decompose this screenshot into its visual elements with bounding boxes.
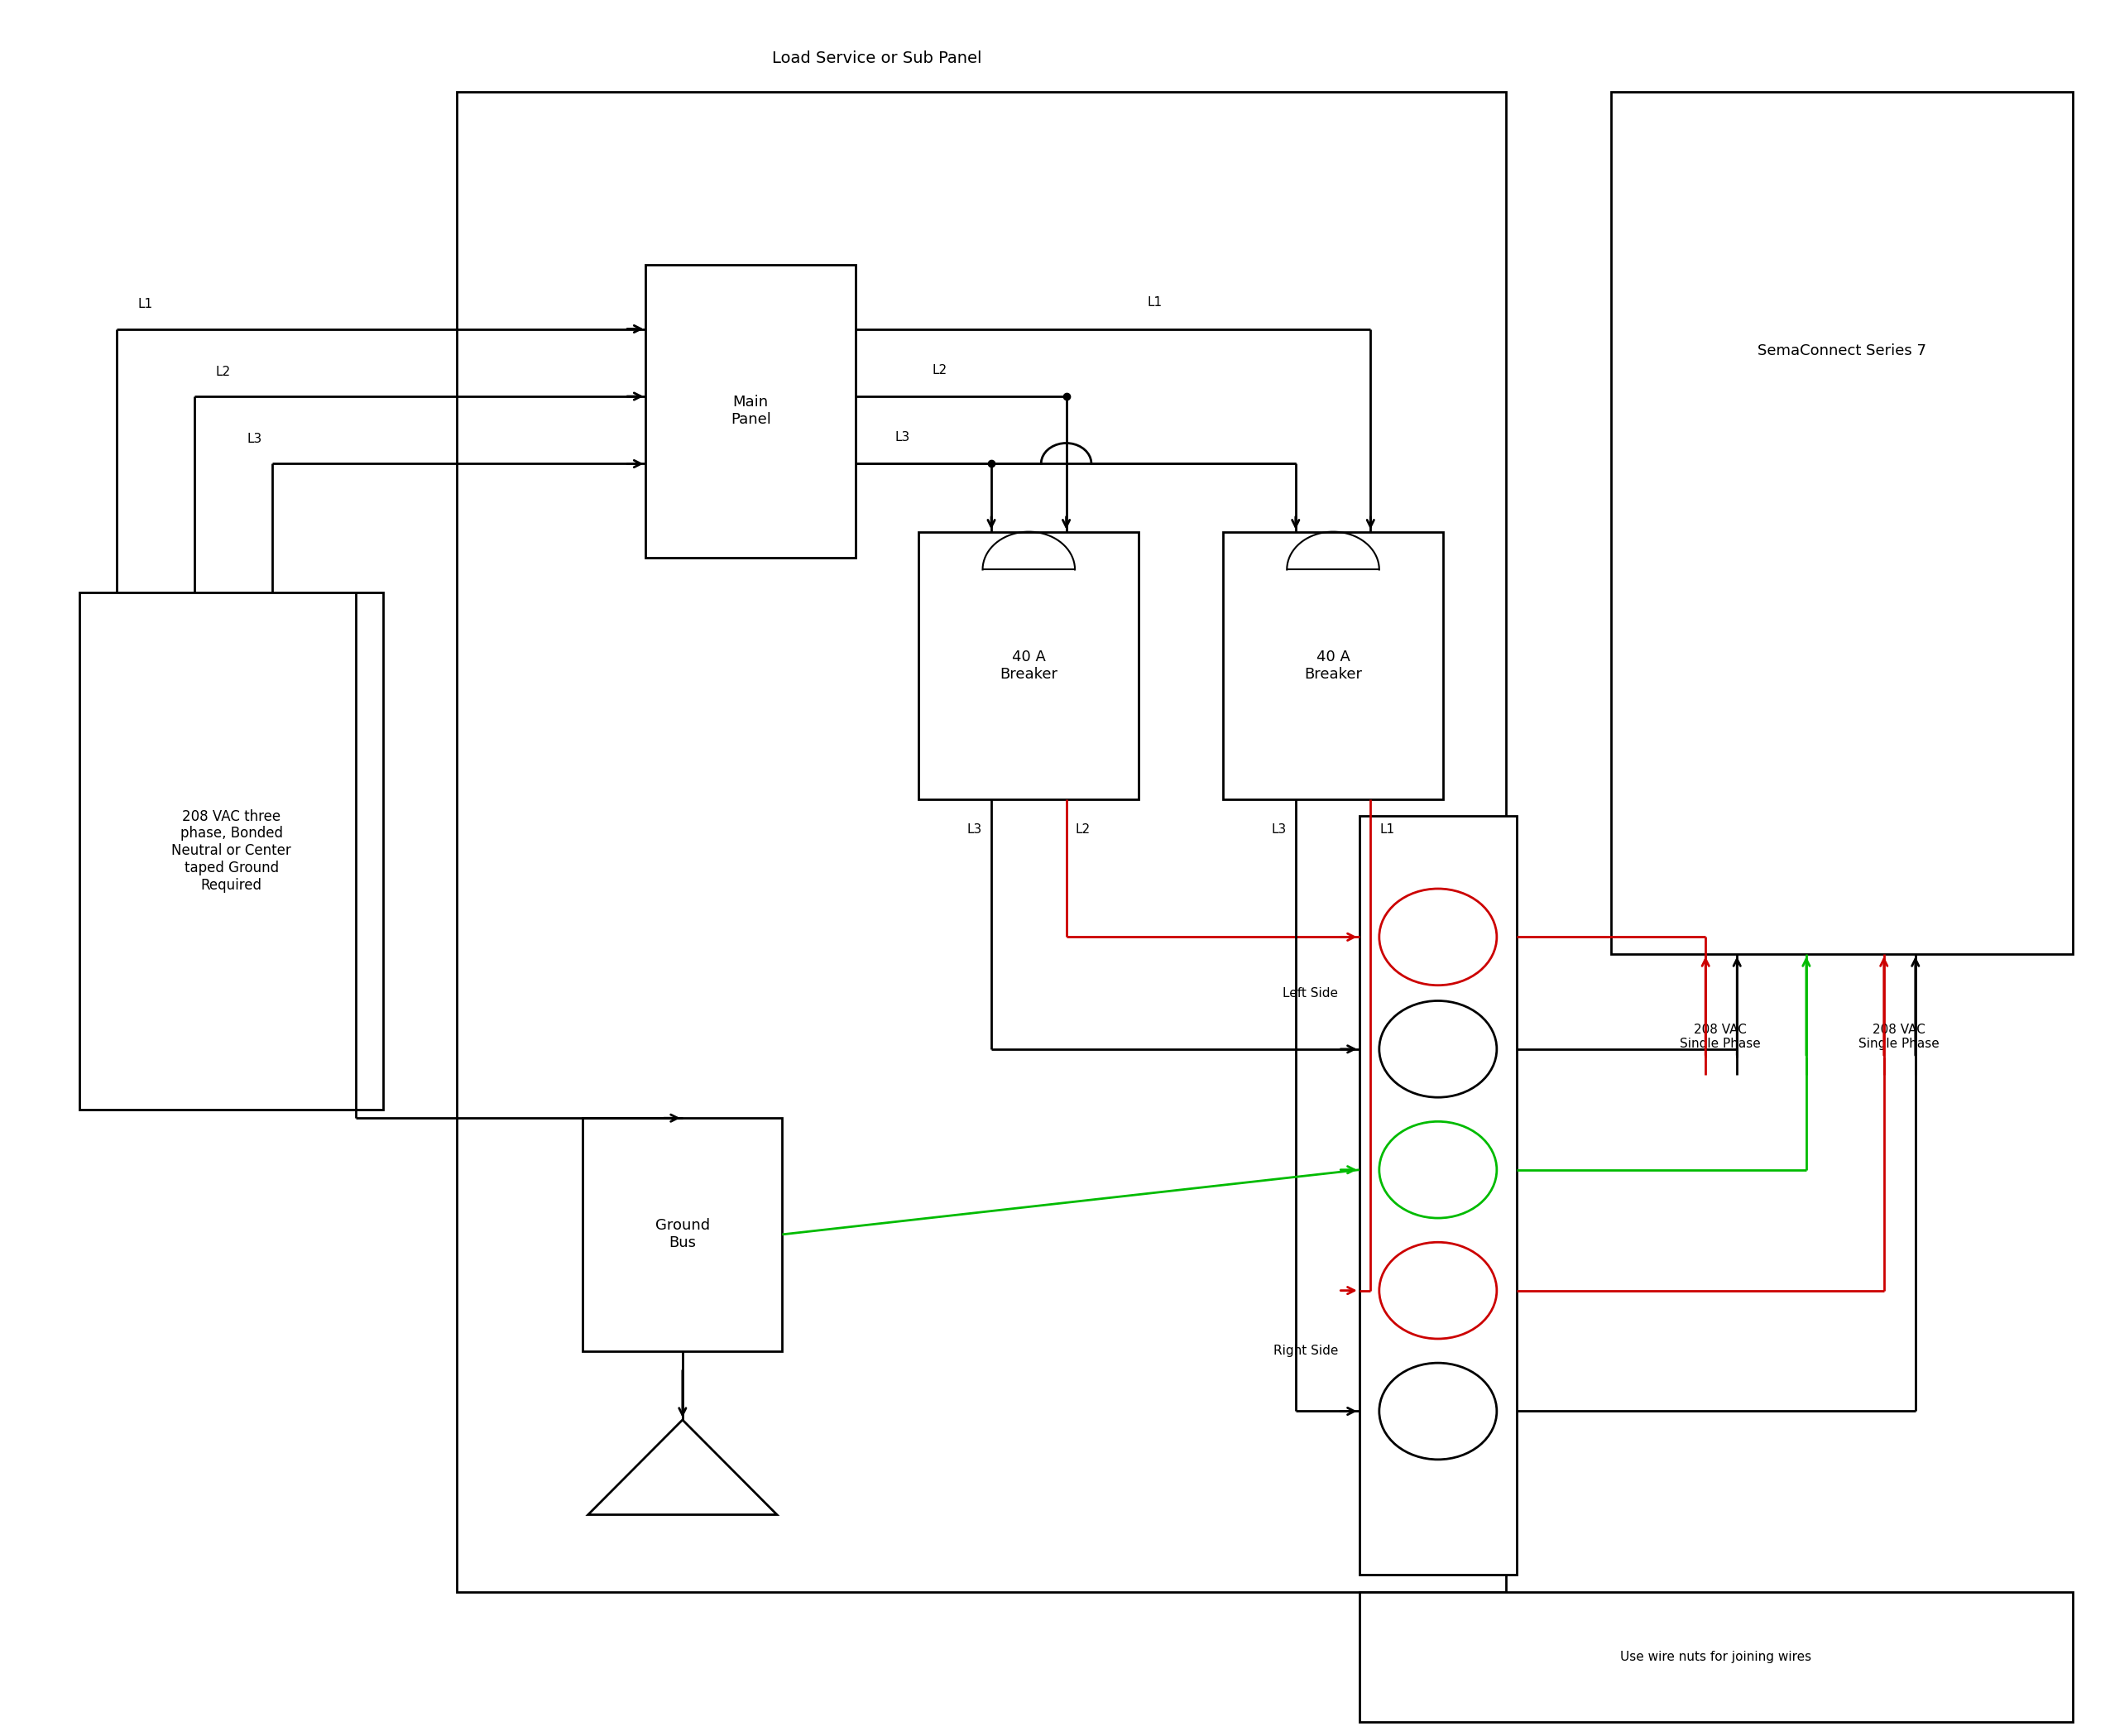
Text: 40 A
Breaker: 40 A Breaker	[1000, 649, 1057, 682]
Text: Right Side: Right Side	[1274, 1345, 1338, 1358]
Circle shape	[1380, 1121, 1496, 1219]
Text: L3: L3	[1270, 823, 1287, 837]
Text: L1: L1	[137, 299, 152, 311]
Bar	[80, 592, 384, 1109]
Text: 208 VAC three
phase, Bonded
Neutral or Center
taped Ground
Required: 208 VAC three phase, Bonded Neutral or C…	[171, 809, 291, 892]
Bar	[458, 92, 1507, 1592]
Circle shape	[1380, 1243, 1496, 1338]
Bar	[1359, 816, 1517, 1575]
Text: SemaConnect Series 7: SemaConnect Series 7	[1758, 344, 1926, 358]
Bar	[1224, 531, 1443, 799]
Text: 208 VAC
Single Phase: 208 VAC Single Phase	[1859, 1023, 1939, 1050]
Bar	[582, 1118, 783, 1351]
Text: Load Service or Sub Panel: Load Service or Sub Panel	[772, 50, 981, 66]
Bar	[1359, 1592, 2072, 1722]
Bar	[646, 264, 857, 557]
Text: Ground
Bus: Ground Bus	[656, 1219, 709, 1250]
Circle shape	[1380, 889, 1496, 986]
Text: Left Side: Left Side	[1283, 986, 1338, 1000]
Text: L2: L2	[215, 366, 230, 378]
Text: L1: L1	[1380, 823, 1395, 837]
Text: Use wire nuts for joining wires: Use wire nuts for joining wires	[1620, 1651, 1812, 1663]
Text: L2: L2	[1076, 823, 1091, 837]
Text: L1: L1	[1148, 297, 1163, 309]
Bar	[918, 531, 1139, 799]
Text: L3: L3	[247, 434, 262, 446]
Text: L2: L2	[933, 365, 947, 377]
Circle shape	[1380, 1000, 1496, 1097]
Text: 208 VAC
Single Phase: 208 VAC Single Phase	[1680, 1023, 1760, 1050]
Text: Main
Panel: Main Panel	[730, 396, 770, 427]
Circle shape	[1380, 1363, 1496, 1460]
Text: L3: L3	[966, 823, 981, 837]
Bar	[1612, 92, 2072, 955]
Text: 40 A
Breaker: 40 A Breaker	[1304, 649, 1363, 682]
Text: L3: L3	[895, 432, 909, 444]
